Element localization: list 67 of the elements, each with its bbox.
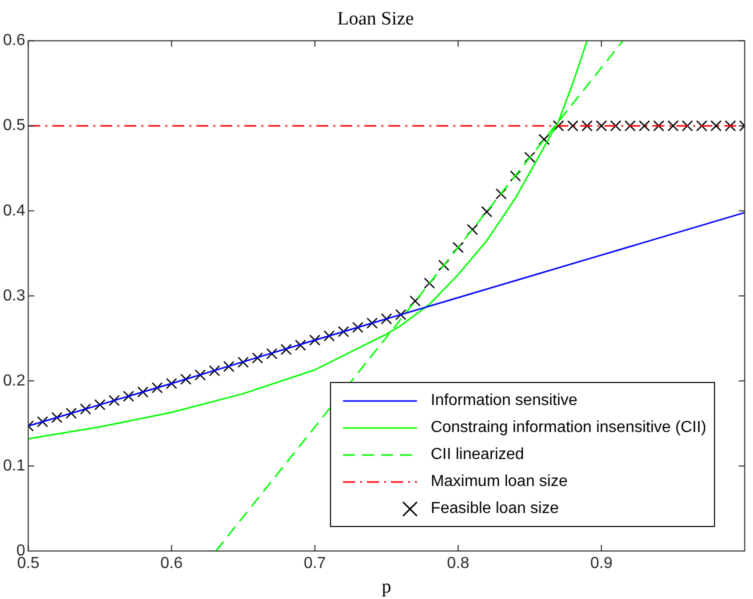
point	[496, 188, 507, 200]
legend-label: Constraing information insensitive (CII)	[430, 418, 706, 436]
point	[510, 170, 522, 182]
point	[682, 120, 693, 132]
legend-label: Maximum loan size	[430, 472, 568, 490]
chart-title: Loan Size	[337, 8, 414, 30]
legend-label: CII linearized	[430, 446, 524, 464]
y-tick-label: 0.4	[2, 202, 26, 220]
point	[266, 348, 278, 360]
point	[624, 120, 636, 132]
point	[538, 134, 550, 146]
point	[410, 295, 421, 307]
point	[638, 120, 650, 132]
y-tick-label: 0.5	[2, 117, 26, 134]
point	[724, 120, 736, 132]
point	[438, 260, 450, 271]
point	[524, 152, 536, 163]
y-tick-label: 0.6	[2, 32, 26, 50]
y-tick-label: 0.1	[2, 457, 26, 474]
point	[238, 356, 249, 368]
point	[366, 318, 378, 329]
point	[338, 326, 350, 338]
point	[380, 313, 392, 324]
point	[352, 322, 364, 333]
x-tick-label: 0.7	[304, 555, 326, 572]
point	[452, 242, 464, 254]
point	[80, 403, 92, 415]
point	[596, 120, 608, 132]
point	[51, 412, 62, 424]
point	[552, 120, 564, 132]
point	[567, 120, 578, 132]
point	[252, 352, 264, 364]
point	[309, 334, 320, 346]
point	[94, 399, 106, 410]
point	[152, 382, 163, 394]
legend-label: Feasible loan size	[430, 500, 559, 518]
point	[653, 120, 664, 132]
point	[36, 416, 48, 428]
point	[466, 224, 478, 236]
point	[667, 120, 679, 132]
point	[66, 408, 77, 419]
point	[424, 278, 436, 289]
point	[180, 374, 192, 385]
point	[324, 330, 335, 342]
x-tick-label: 0.6	[160, 555, 183, 572]
x-tick-label: 0.9	[590, 555, 613, 572]
point	[223, 360, 234, 372]
point	[294, 340, 306, 351]
x-axis-title: p	[382, 576, 392, 598]
point	[108, 394, 120, 406]
point	[395, 309, 406, 320]
legend-label: Information sensitive	[430, 392, 578, 410]
x-tick-label: 0.5	[17, 555, 40, 572]
point	[710, 120, 722, 132]
y-tick-label: 0.3	[2, 287, 26, 304]
point	[122, 390, 134, 402]
point	[610, 120, 622, 132]
point	[137, 386, 148, 398]
point	[280, 344, 292, 356]
x-tick-label: 0.8	[446, 555, 470, 572]
point	[166, 378, 178, 390]
point	[194, 369, 206, 381]
y-tick-label: 0.2	[2, 372, 26, 390]
point	[208, 365, 220, 376]
point	[481, 206, 492, 218]
point	[581, 120, 593, 132]
point	[696, 120, 708, 132]
